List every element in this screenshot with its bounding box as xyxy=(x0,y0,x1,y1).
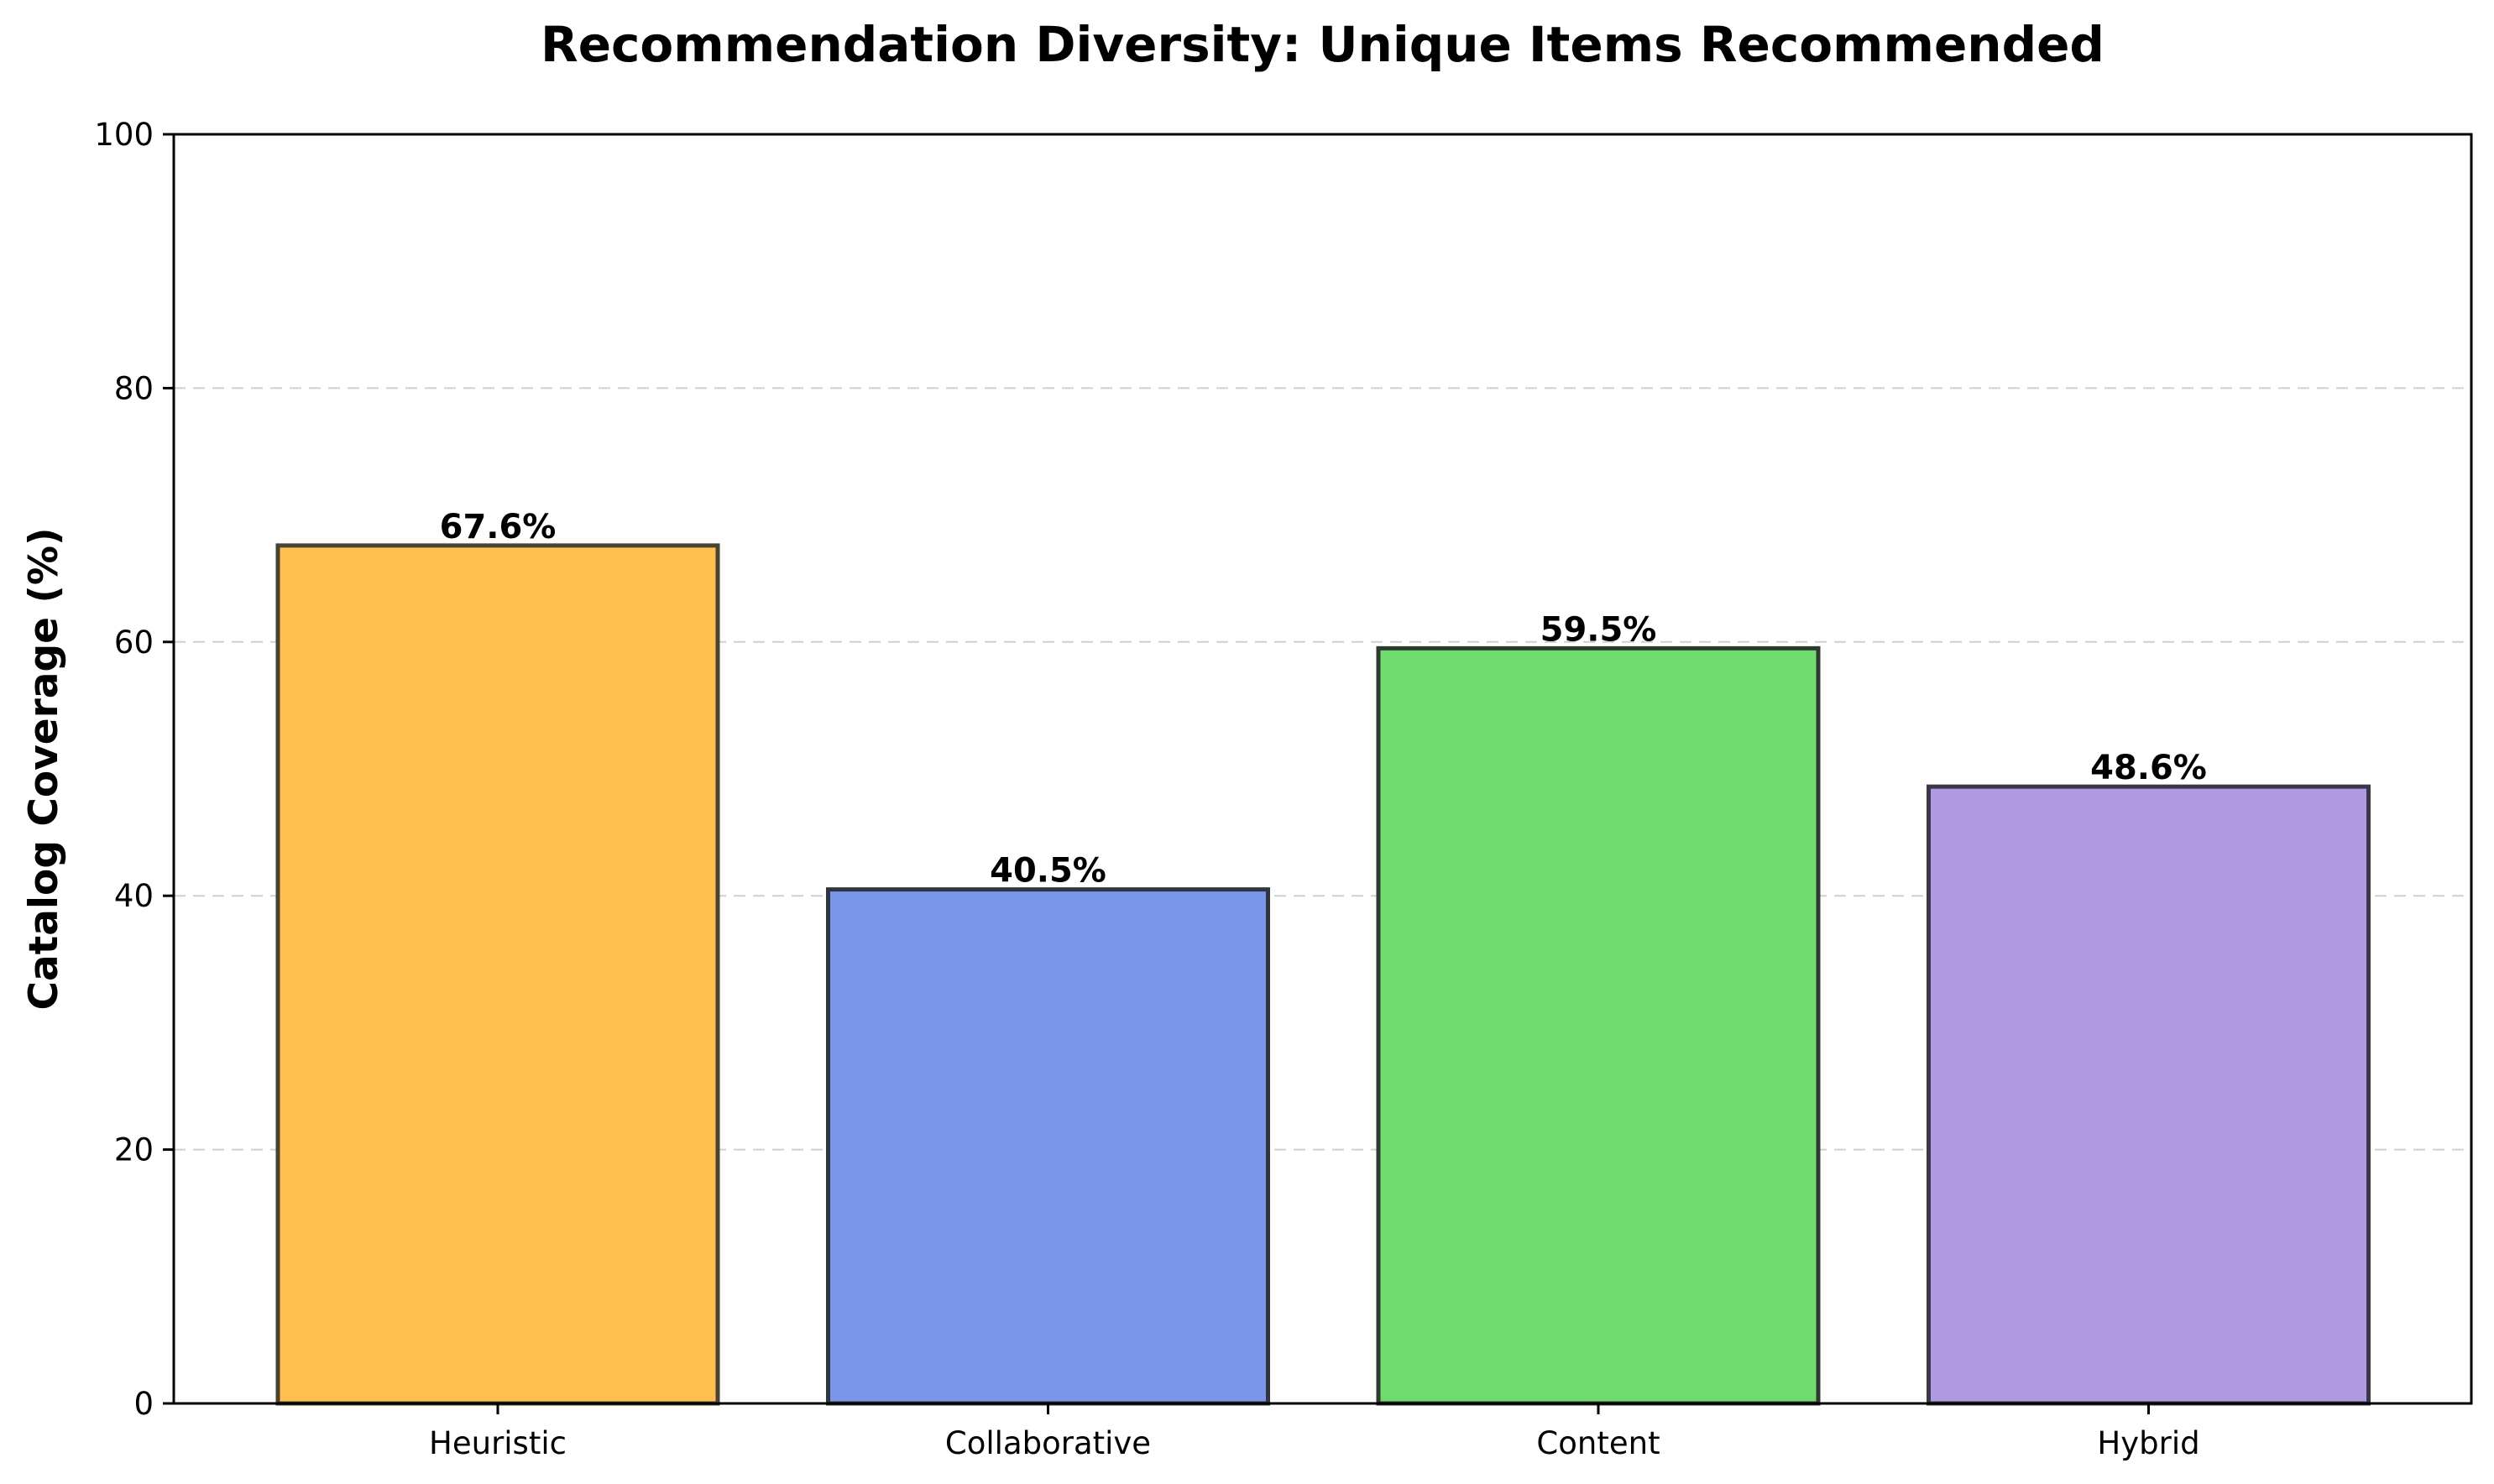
x-tick-label: Content xyxy=(1536,1425,1660,1461)
bar-hybrid xyxy=(1927,784,2371,1406)
y-tick-label: 100 xyxy=(94,117,154,153)
y-tick-label: 80 xyxy=(114,370,154,406)
x-axis-ticks: Heuristic Collaborative Content Hybrid xyxy=(429,1403,2200,1461)
bar-value-label: 48.6% xyxy=(2090,749,2207,787)
plot-frame xyxy=(172,133,2473,1405)
y-tick-label: 60 xyxy=(114,624,154,661)
bars xyxy=(275,543,2371,1406)
bar-value-label: 59.5% xyxy=(1540,610,1657,649)
bar-value-label: 40.5% xyxy=(990,852,1106,891)
chart-title: Recommendation Diversity: Unique Items R… xyxy=(541,16,2104,73)
y-axis-label: Catalog Coverage (%) xyxy=(21,528,67,1011)
bar-heuristic xyxy=(275,543,720,1406)
x-tick-label: Collaborative xyxy=(945,1425,1151,1461)
x-tick-label: Heuristic xyxy=(429,1425,567,1461)
y-axis-ticks: 0 20 40 60 80 100 xyxy=(94,117,174,1422)
y-tick-label: 20 xyxy=(114,1132,154,1168)
y-tick-label: 0 xyxy=(133,1386,154,1422)
x-tick-label: Hybrid xyxy=(2097,1425,2199,1461)
bar-value-label: 67.6% xyxy=(440,508,557,546)
bar-content xyxy=(1376,645,1821,1406)
bar-collaborative xyxy=(826,887,1270,1406)
bar-value-labels: 67.6% 40.5% 59.5% 48.6% xyxy=(440,508,2207,891)
y-tick-label: 40 xyxy=(114,878,154,914)
